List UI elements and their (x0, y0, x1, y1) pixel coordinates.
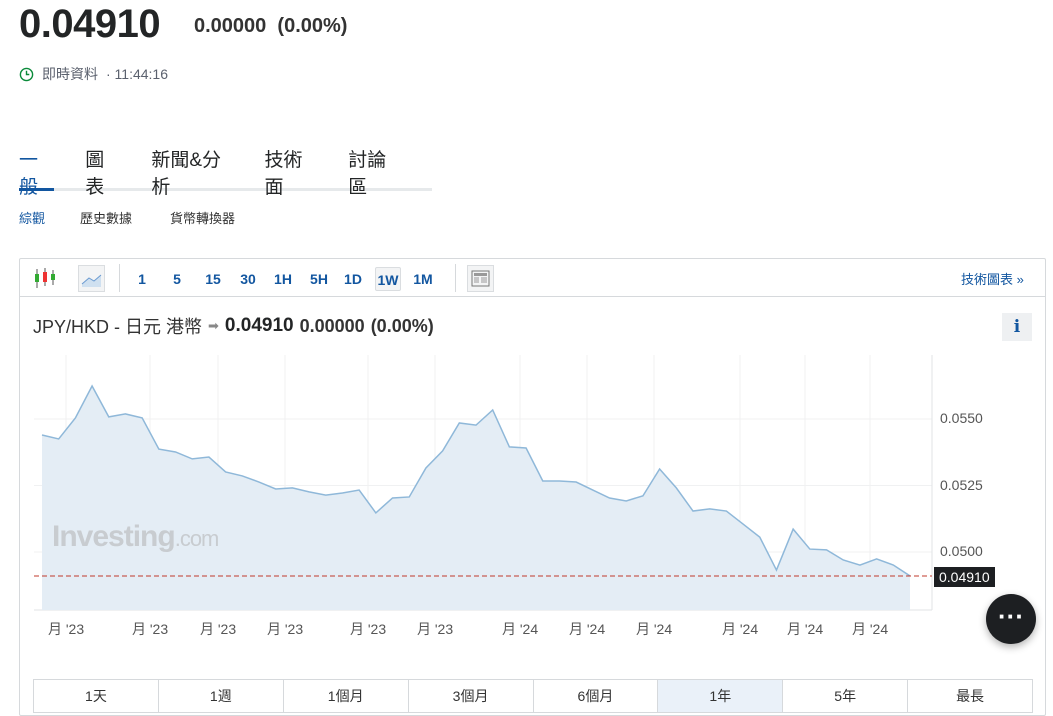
subnav-history[interactable]: 歷史數據 (80, 211, 133, 226)
more-options-button[interactable]: ··· (986, 594, 1036, 644)
interval-5H[interactable]: 5H (310, 271, 328, 287)
x-tick-label: 月 '23 (132, 621, 169, 637)
area-chart-icon (81, 274, 102, 287)
change-value: 0.00000 (194, 15, 267, 37)
watermark: Investing.com (52, 520, 220, 554)
separator (119, 264, 120, 292)
arrow-right-icon: ➡ (208, 318, 219, 333)
chart-change: 0.00000 (299, 315, 365, 336)
last-price-label: 0.04910 (934, 567, 995, 587)
news-icon (471, 270, 490, 287)
chart-toolbar (20, 259, 1045, 297)
subnav-overview[interactable]: 綜觀 (19, 211, 46, 226)
x-tick-label: 月 '24 (502, 621, 539, 637)
x-tick-label: 月 '24 (636, 621, 673, 637)
interval-5[interactable]: 5 (173, 271, 181, 287)
x-tick-label: 月 '23 (417, 621, 454, 637)
tab-technical[interactable]: 技術面 (264, 150, 303, 198)
range-button[interactable]: 1週 (159, 680, 284, 712)
interval-1W[interactable]: 1W (375, 267, 401, 291)
price-area (42, 386, 910, 610)
range-button[interactable]: 1天 (34, 680, 159, 712)
range-button[interactable]: 5年 (783, 680, 909, 712)
y-tick-label: 0.0550 (940, 410, 983, 426)
y-tick-label: 0.0500 (940, 543, 983, 559)
tab-chart[interactable]: 圖表 (85, 150, 105, 198)
interval-30[interactable]: 30 (240, 271, 256, 287)
x-tick-label: 月 '24 (852, 621, 889, 637)
tab-news[interactable]: 新聞&分析 (151, 150, 222, 198)
area-chart-button[interactable] (78, 265, 105, 292)
range-button[interactable]: 6個月 (534, 680, 659, 712)
interval-1H[interactable]: 1H (274, 271, 292, 287)
info-button[interactable]: i (1002, 313, 1032, 341)
price-change: 0.00000 (0.00%) (194, 15, 347, 38)
chart-title: JPY/HKD - 日元 港幣 ➡ 0.04910 0.00000 (0.00%… (33, 313, 434, 339)
realtime-label: 即時資料 (42, 66, 98, 82)
x-tick-label: 月 '23 (350, 621, 387, 637)
chart-price: 0.04910 (224, 315, 294, 336)
price: 0.04910 (19, 2, 161, 46)
subnav-converter[interactable]: 貨幣轉換器 (170, 211, 236, 226)
more-icon: ··· (998, 601, 1024, 631)
range-button[interactable]: 最長 (956, 688, 985, 704)
pair-name: JPY/HKD - 日元 港幣 (33, 317, 203, 337)
tab-discussion[interactable]: 討論區 (348, 150, 387, 198)
range-button[interactable]: 3個月 (409, 680, 534, 712)
x-tick-label: 月 '23 (267, 621, 304, 637)
x-tick-label: 月 '24 (787, 621, 824, 637)
price-line (41, 384, 911, 577)
change-percent: (0.00%) (277, 15, 348, 37)
interval-1D[interactable]: 1D (344, 271, 362, 287)
chart-change-pct: (0.00%) (370, 315, 434, 336)
x-tick-label: 月 '24 (722, 621, 759, 637)
clock-icon (19, 67, 34, 81)
timestamp: · 11:44:16 (106, 66, 169, 82)
watermark-brand: Investing (52, 520, 176, 553)
candlestick-icon[interactable] (33, 266, 57, 290)
interval-1M[interactable]: 1M (413, 271, 433, 287)
realtime-status: 即時資料 · 11:44:16 (19, 64, 168, 84)
x-tick-label: 月 '24 (569, 621, 606, 637)
price-chart[interactable] (0, 340, 1053, 620)
separator (455, 264, 456, 292)
technical-chart-link[interactable]: 技術圖表 » (961, 272, 1024, 287)
main-tabs: 一般 圖表 新聞&分析 技術面 討論區 (19, 140, 432, 198)
interval-15[interactable]: 15 (205, 271, 221, 287)
news-layout-button[interactable] (467, 265, 494, 292)
x-tick-label: 月 '23 (200, 621, 237, 637)
x-tick-label: 月 '23 (48, 621, 85, 637)
watermark-suffix: .com (174, 526, 220, 551)
range-selector: 1天 1週 1個月 3個月 6個月 1年 5年 最長 (33, 679, 1033, 713)
tab-general[interactable]: 一般 (19, 140, 55, 198)
range-button[interactable]: 1年 (658, 680, 784, 712)
range-button[interactable]: 1個月 (284, 680, 409, 712)
y-tick-label: 0.0525 (940, 476, 983, 493)
interval-1[interactable]: 1 (138, 271, 146, 287)
